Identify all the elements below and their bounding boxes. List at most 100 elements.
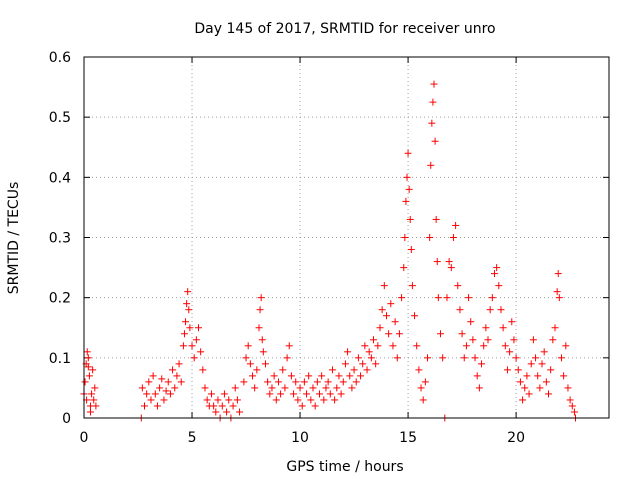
data-point bbox=[430, 80, 438, 88]
data-point bbox=[408, 282, 416, 290]
data-point bbox=[475, 384, 483, 392]
data-point bbox=[214, 396, 222, 404]
data-point bbox=[407, 246, 415, 254]
data-point bbox=[84, 354, 92, 362]
data-point bbox=[220, 390, 228, 398]
y-tick-label: 0 bbox=[62, 411, 71, 427]
data-point bbox=[162, 387, 170, 395]
data-point bbox=[372, 360, 380, 368]
data-point bbox=[344, 348, 352, 356]
data-point bbox=[305, 372, 313, 380]
data-point bbox=[333, 384, 341, 392]
data-point bbox=[429, 98, 437, 106]
y-tick-label: 0.6 bbox=[49, 50, 71, 66]
data-point bbox=[447, 264, 455, 272]
data-point bbox=[244, 342, 252, 350]
data-point bbox=[350, 366, 358, 374]
data-point bbox=[525, 390, 533, 398]
data-point bbox=[256, 306, 264, 314]
data-point bbox=[138, 384, 146, 392]
data-point bbox=[554, 270, 562, 278]
data-point bbox=[387, 300, 395, 308]
data-point bbox=[460, 354, 468, 362]
data-point bbox=[359, 360, 367, 368]
data-point bbox=[490, 270, 498, 278]
data-point bbox=[538, 360, 546, 368]
chart-title: Day 145 of 2017, SRMTID for receiver unr… bbox=[194, 21, 495, 37]
data-point bbox=[493, 264, 501, 272]
data-point bbox=[268, 384, 276, 392]
data-point bbox=[296, 384, 304, 392]
data-point bbox=[433, 258, 441, 266]
data-point bbox=[177, 378, 185, 386]
data-point bbox=[257, 294, 265, 302]
data-point bbox=[281, 384, 289, 392]
x-tick-label: 0 bbox=[80, 430, 89, 446]
data-point bbox=[519, 396, 527, 404]
data-point bbox=[506, 348, 514, 356]
data-point bbox=[83, 348, 91, 356]
data-point bbox=[382, 312, 390, 320]
data-point bbox=[192, 336, 200, 344]
data-point bbox=[564, 384, 572, 392]
data-point bbox=[376, 324, 384, 332]
data-point bbox=[153, 402, 161, 410]
data-point bbox=[318, 372, 326, 380]
data-point bbox=[549, 336, 557, 344]
data-point bbox=[203, 396, 211, 404]
data-point bbox=[195, 324, 203, 332]
data-point bbox=[328, 366, 336, 374]
data-point bbox=[473, 372, 481, 380]
data-point bbox=[436, 330, 444, 338]
data-point bbox=[320, 396, 328, 404]
data-point bbox=[90, 396, 98, 404]
data-point bbox=[175, 360, 183, 368]
data-point bbox=[264, 378, 272, 386]
data-point bbox=[207, 390, 215, 398]
data-point bbox=[223, 408, 231, 416]
data-point bbox=[497, 306, 505, 314]
data-point bbox=[391, 318, 399, 326]
data-point bbox=[354, 354, 362, 362]
data-point bbox=[443, 294, 451, 302]
data-point bbox=[480, 342, 488, 350]
data-point bbox=[147, 396, 155, 404]
data-point bbox=[233, 396, 241, 404]
data-point bbox=[324, 378, 332, 386]
data-point bbox=[545, 390, 553, 398]
data-point bbox=[182, 318, 190, 326]
data-point bbox=[92, 402, 100, 410]
data-point bbox=[411, 312, 419, 320]
data-point bbox=[140, 402, 148, 410]
y-axis-label: SRMTID / TECUs bbox=[6, 182, 22, 295]
data-point bbox=[225, 396, 233, 404]
data-point bbox=[259, 348, 267, 356]
data-point bbox=[339, 378, 347, 386]
data-point bbox=[434, 294, 442, 302]
data-point bbox=[547, 366, 555, 374]
data-point bbox=[287, 372, 295, 380]
data-point bbox=[290, 390, 298, 398]
x-axis-label: GPS time / hours bbox=[286, 459, 403, 475]
data-point bbox=[294, 396, 302, 404]
data-point bbox=[180, 330, 188, 338]
data-point bbox=[456, 306, 464, 314]
data-point bbox=[346, 372, 354, 380]
data-point bbox=[400, 264, 408, 272]
data-point bbox=[143, 390, 151, 398]
data-point bbox=[478, 360, 486, 368]
data-point bbox=[393, 354, 401, 362]
data-point bbox=[510, 336, 518, 344]
data-point bbox=[190, 354, 198, 362]
data-point bbox=[315, 390, 323, 398]
data-point bbox=[199, 366, 207, 374]
data-point bbox=[303, 390, 311, 398]
data-point bbox=[488, 294, 496, 302]
data-point bbox=[300, 378, 308, 386]
y-tick-label: 0.2 bbox=[49, 291, 71, 307]
data-point bbox=[404, 149, 412, 157]
data-point bbox=[277, 390, 285, 398]
data-point bbox=[197, 348, 205, 356]
